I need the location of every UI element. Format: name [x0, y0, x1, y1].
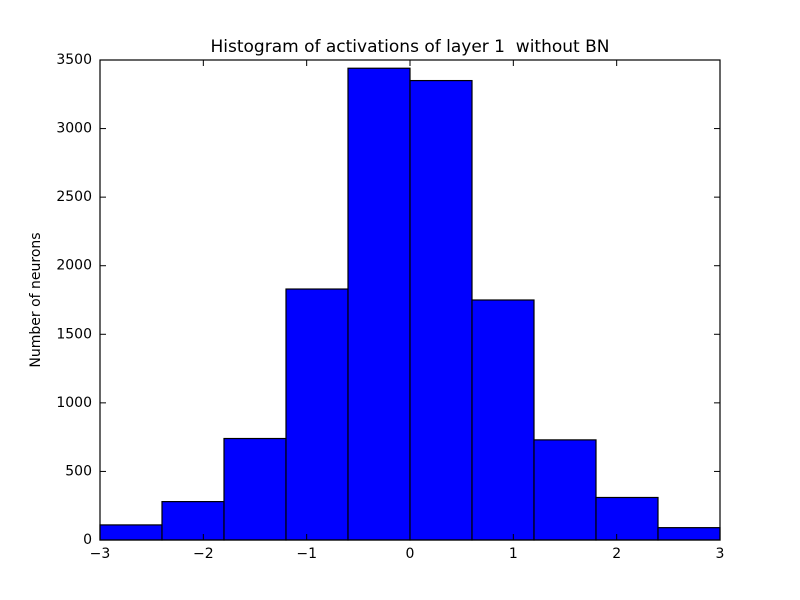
y-tick-label: 3500: [56, 52, 92, 68]
y-tick-label: 3000: [56, 121, 92, 137]
y-axis-label: Number of neurons: [28, 232, 44, 367]
y-tick-label: 500: [65, 463, 92, 479]
bar: [99, 524, 163, 541]
bar: [533, 439, 597, 541]
x-tick-label: 3: [716, 546, 725, 562]
bar: [471, 299, 535, 541]
y-tick-label: 2000: [56, 258, 92, 274]
x-tick-label: −1: [296, 546, 317, 562]
x-tick-label: 0: [406, 546, 415, 562]
y-tick-label: 1500: [56, 326, 92, 342]
x-tick-label: 1: [509, 546, 518, 562]
y-tick-label: 2500: [56, 189, 92, 205]
chart-title: Histogram of activations of layer 1 with…: [211, 37, 610, 57]
bar: [347, 67, 411, 541]
y-tick-label: 1000: [56, 395, 92, 411]
bar: [161, 501, 225, 541]
bar: [657, 527, 721, 541]
y-tick-label: 0: [83, 532, 92, 548]
x-tick-label: −3: [90, 546, 111, 562]
bar: [595, 496, 659, 541]
bar: [285, 288, 349, 541]
bar: [223, 437, 287, 541]
x-tick-label: 2: [612, 546, 621, 562]
x-tick-label: −2: [193, 546, 214, 562]
bar: [409, 79, 473, 541]
